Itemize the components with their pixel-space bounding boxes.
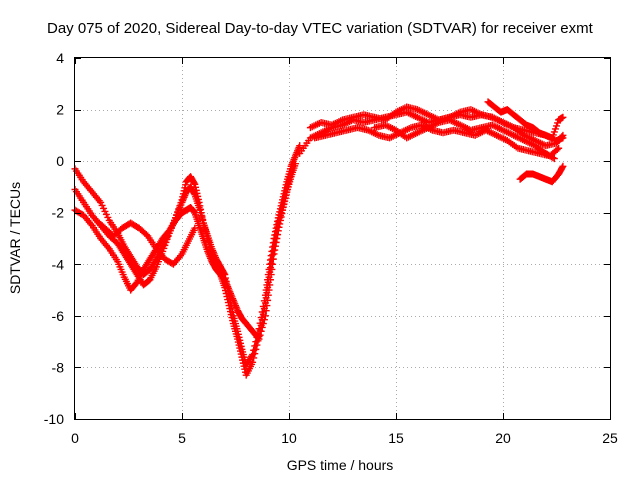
data-point <box>275 223 283 231</box>
data-point <box>559 162 567 170</box>
data-point <box>268 265 276 273</box>
data-point <box>255 335 263 343</box>
data-point <box>277 213 285 221</box>
data-point <box>276 220 284 228</box>
y-tick-label: 2 <box>56 102 64 118</box>
y-axis-label: SDTVAR / TECUs <box>7 182 23 294</box>
data-point <box>550 155 558 163</box>
data-point <box>256 331 264 339</box>
data-point <box>555 144 563 152</box>
data-point <box>265 286 273 294</box>
data-point <box>250 354 258 362</box>
data-point <box>195 198 203 206</box>
y-tick-label: -2 <box>52 205 65 221</box>
data-point <box>278 210 286 218</box>
data-point <box>553 146 561 154</box>
data-point <box>264 291 272 299</box>
data-point <box>249 358 257 366</box>
data-point <box>558 164 566 172</box>
data-point <box>252 345 260 353</box>
data-point <box>257 327 265 335</box>
y-tick-label: -6 <box>52 308 65 324</box>
data-point <box>559 113 567 121</box>
data-point <box>262 307 270 315</box>
data-point <box>196 202 204 210</box>
data-point <box>269 260 277 268</box>
axis-ticks: 0 5 10 15 20 25 -10 -8 -6 -4 -2 0 2 4 <box>44 50 618 446</box>
grid-lines <box>75 58 610 419</box>
x-tick-label: 25 <box>602 430 618 446</box>
data-point <box>198 212 206 220</box>
data-point <box>260 316 268 324</box>
series-group <box>71 160 299 343</box>
y-tick-label: -4 <box>52 256 65 272</box>
series-group <box>516 162 567 186</box>
series-group <box>71 167 295 379</box>
y-tick-label: -8 <box>52 359 65 375</box>
data-point <box>263 302 271 310</box>
x-tick-label: 10 <box>281 430 297 446</box>
data-point <box>274 231 282 239</box>
data-point <box>276 216 284 224</box>
data-point <box>559 134 567 142</box>
series-group <box>371 116 558 163</box>
data-point <box>267 259 275 267</box>
data-point <box>259 320 267 328</box>
data-point <box>271 246 279 254</box>
data-point <box>266 281 274 289</box>
y-tick-label: 0 <box>56 153 64 169</box>
data-point <box>258 323 266 331</box>
data-point <box>549 154 557 162</box>
series-group <box>92 216 199 268</box>
data-point <box>190 179 198 187</box>
data-point <box>253 341 261 349</box>
x-tick-label: 5 <box>178 430 186 446</box>
y-tick-label: 4 <box>56 50 64 66</box>
data-point <box>269 255 277 263</box>
data-point <box>273 235 281 242</box>
data-point <box>191 224 199 232</box>
data-point <box>274 227 282 235</box>
series-group <box>484 98 567 142</box>
data-point <box>197 209 205 217</box>
data-point <box>267 271 275 279</box>
plot-frame <box>74 57 611 420</box>
x-tick-label: 20 <box>495 430 511 446</box>
data-point <box>291 160 299 168</box>
series-group <box>311 121 563 160</box>
data-point <box>270 250 278 258</box>
x-axis-label: GPS time / hours <box>287 457 394 473</box>
y-tick-label: -10 <box>44 411 64 427</box>
data-point <box>272 238 280 246</box>
chart-title: Day 075 of 2020, Sidereal Day-to-day VTE… <box>47 20 594 37</box>
data-point <box>264 296 272 304</box>
data-point <box>251 350 259 358</box>
data-point <box>261 312 269 320</box>
data-point <box>197 205 205 213</box>
x-tick-label: 0 <box>71 430 79 446</box>
data-points <box>71 98 567 379</box>
data-point <box>266 276 274 284</box>
x-tick-label: 15 <box>388 430 404 446</box>
data-point <box>271 242 279 250</box>
data-point <box>269 251 277 259</box>
